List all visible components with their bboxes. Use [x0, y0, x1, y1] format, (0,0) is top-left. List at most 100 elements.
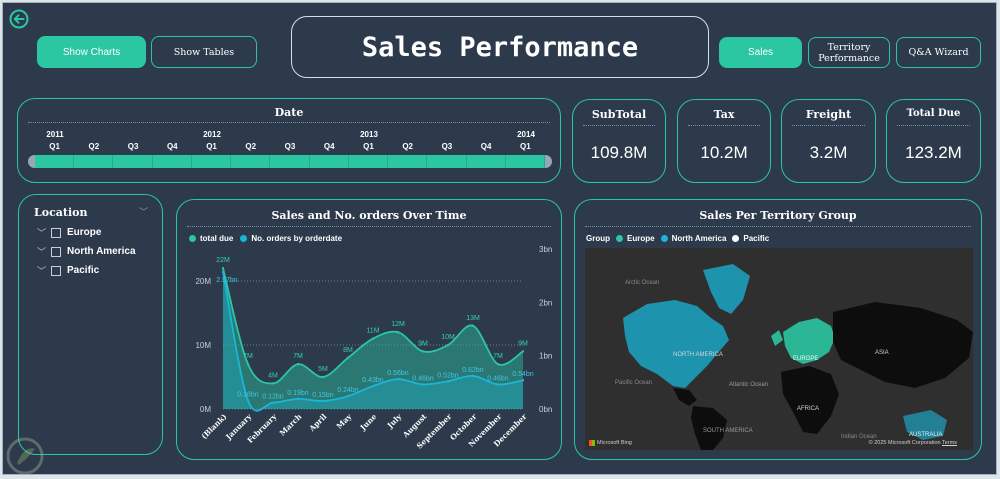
- sales-orders-chart: 0M 10M 20M 0bn 1bn 2bn 3bn 22M 7M 4M 7M 5M 8M 11M 12M 9…: [195, 245, 552, 451]
- quarter-label: Q1: [206, 142, 217, 151]
- total-due-data-label: 9M: [418, 340, 428, 347]
- chevron-down-icon[interactable]: ﹀: [37, 247, 47, 257]
- quarter-segment[interactable]: [74, 155, 114, 168]
- kpi-card-subtotal: SubTotal 109.8M: [572, 99, 666, 183]
- total-due-point: [246, 363, 250, 366]
- total-due-data-label: 4M: [268, 372, 278, 379]
- left-axis-tick: 10M: [195, 341, 211, 350]
- territory-map-panel: Sales Per Territory Group Group Europe N…: [574, 199, 982, 460]
- quarter-segment[interactable]: [35, 155, 75, 168]
- quarter-segment[interactable]: [505, 155, 545, 168]
- location-item-pacific[interactable]: ﹀ Pacific: [37, 264, 99, 277]
- right-axis-tick: 3bn: [539, 245, 552, 254]
- quarter-segment[interactable]: [231, 155, 271, 168]
- slider-fill: [35, 155, 545, 168]
- date-range-slider[interactable]: [28, 155, 552, 168]
- chevron-down-icon[interactable]: ﹀: [37, 266, 47, 276]
- divider: [187, 226, 551, 227]
- quarter-label: Q4: [166, 142, 178, 151]
- quarter-label: Q3: [441, 142, 453, 151]
- divider: [897, 125, 970, 126]
- sales-nav-button[interactable]: Sales: [719, 37, 802, 68]
- orders-point: [321, 399, 325, 403]
- divider: [585, 226, 971, 227]
- quarter-label: Q3: [284, 142, 296, 151]
- legend-label: Pacific: [743, 234, 770, 243]
- kpi-label: Tax: [713, 108, 735, 121]
- checkbox[interactable]: [51, 227, 61, 238]
- total-due-data-label: 7M: [293, 353, 303, 360]
- total-due-data-label: 7M: [493, 353, 503, 360]
- divider: [28, 122, 550, 123]
- total-due-point: [371, 337, 375, 340]
- total-due-point: [471, 324, 475, 327]
- map-region-north-america: [623, 300, 729, 388]
- date-slicer-title: Date: [274, 106, 304, 119]
- quarter-label: Q1: [49, 142, 60, 151]
- terms-link[interactable]: Terms: [942, 440, 957, 446]
- map-label: AFRICA: [797, 406, 820, 412]
- show-charts-button[interactable]: Show Charts: [37, 36, 146, 68]
- chart-title: Sales and No. orders Over Time: [271, 209, 467, 222]
- back-arrow-icon[interactable]: [9, 9, 29, 29]
- logo-watermark-icon: [5, 437, 45, 474]
- kpi-value: 123.2M: [905, 143, 962, 162]
- legend-dot: [660, 235, 668, 242]
- map-region-greenland: [703, 264, 750, 314]
- kpi-label: Freight: [805, 108, 852, 121]
- x-axis-tick: April: [307, 412, 329, 434]
- checkbox[interactable]: [51, 246, 61, 257]
- map-label: NORTH AMERICA: [673, 352, 723, 358]
- quarter-label: Q2: [245, 142, 257, 151]
- quarter-segment[interactable]: [309, 155, 349, 168]
- attribution-text: Microsoft Bing: [597, 440, 632, 446]
- quarter-segment[interactable]: [270, 155, 310, 168]
- orders-data-label: 0.62bn: [462, 367, 484, 374]
- kpi-card-tax: Tax 10.2M: [677, 99, 771, 183]
- total-due-data-label: 11M: [366, 328, 379, 335]
- qa-wizard-nav-button[interactable]: Q&A Wizard: [896, 37, 981, 68]
- chevron-down-icon[interactable]: ﹀: [37, 228, 47, 238]
- orders-point: [371, 384, 375, 388]
- microsoft-logo-icon: [589, 440, 595, 446]
- right-axis-tick: 2bn: [539, 298, 552, 307]
- sales-orders-chart-panel: Sales and No. orders Over Time total due…: [176, 199, 562, 460]
- x-axis-tick: May: [335, 412, 354, 431]
- location-item-europe[interactable]: ﹀ Europe: [37, 226, 101, 239]
- total-due-data-label: 22M: [216, 257, 230, 264]
- show-tables-button[interactable]: Show Tables: [151, 36, 257, 68]
- kpi-label: Total Due: [906, 108, 961, 119]
- total-due-point: [346, 356, 350, 359]
- map-label: SOUTH AMERICA: [703, 428, 753, 434]
- quarter-label: Q3: [127, 142, 139, 151]
- quarter-segment[interactable]: [348, 155, 389, 168]
- quarter-segment[interactable]: [388, 155, 428, 168]
- orders-point: [346, 395, 350, 398]
- quarter-segment[interactable]: [113, 155, 153, 168]
- territory-performance-nav-button[interactable]: Territory Performance: [808, 37, 890, 68]
- quarter-segment[interactable]: [466, 155, 506, 168]
- map-label: ASIA: [875, 350, 889, 356]
- world-map[interactable]: Arctic Ocean NORTH AMERICA EUROPE ASIA P…: [585, 248, 973, 450]
- quarter-label: Q1: [363, 142, 374, 151]
- kpi-value: 109.8M: [590, 143, 648, 162]
- quarter-segment[interactable]: [427, 155, 467, 168]
- bing-attribution: Microsoft Bing: [589, 440, 632, 446]
- quarter-segment[interactable]: [191, 155, 232, 168]
- orders-data-label: 0.54bn: [512, 371, 534, 378]
- legend-label: No. orders by orderdate: [251, 234, 343, 243]
- x-axis-tick: July: [385, 412, 404, 431]
- location-item-north-america[interactable]: ﹀ North America: [37, 245, 136, 258]
- total-due-point: [521, 350, 525, 353]
- checkbox[interactable]: [51, 265, 61, 276]
- total-due-data-label: 13M: [466, 315, 480, 322]
- legend-label: North America: [671, 234, 727, 243]
- orders-area: [223, 271, 523, 411]
- quarter-segment[interactable]: [152, 155, 192, 168]
- divider: [688, 125, 760, 126]
- quarter-label: Q2: [88, 142, 100, 151]
- year-label: 2013: [360, 130, 378, 139]
- chevron-down-icon[interactable]: ﹀: [139, 207, 149, 217]
- total-due-point: [221, 267, 225, 270]
- year-label: 2011: [46, 130, 64, 139]
